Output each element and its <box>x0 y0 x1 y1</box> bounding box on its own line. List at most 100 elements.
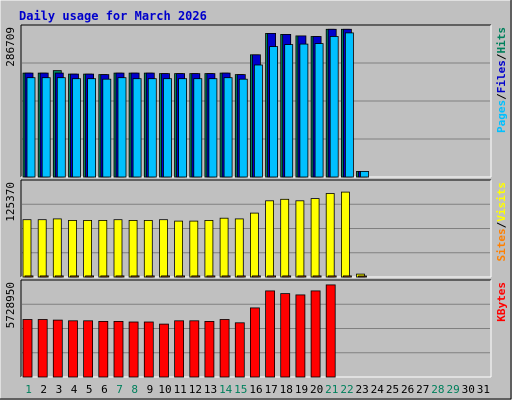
bar-visits-day-17 <box>265 200 275 278</box>
bar-kbytes-day-10 <box>159 323 169 378</box>
bar-sites-day-9 <box>145 275 155 278</box>
max-label-hits-files-pages: 286709 <box>4 27 17 67</box>
chart-panels: 286709 Pages/Files/Hits 125370 Sites/Visits… <box>4 24 508 378</box>
day-label-6: 6 <box>101 383 108 396</box>
bar-pages-day-6 <box>102 78 112 178</box>
bar-kbytes-day-21 <box>325 284 336 378</box>
day-label-16: 16 <box>249 383 262 396</box>
bar-sites-day-1 <box>24 275 34 278</box>
day-label-30: 30 <box>462 383 475 396</box>
bar-pages-day-11 <box>178 78 188 178</box>
bar-kbytes-day-18 <box>280 293 291 378</box>
bar-sites-day-19 <box>297 275 307 278</box>
bar-kbytes-day-17 <box>265 290 276 378</box>
panel-kbytes: 5728950 KBytes <box>4 279 508 378</box>
day-label-15: 15 <box>234 383 247 396</box>
bar-kbytes-day-8 <box>128 321 139 378</box>
bar-sites-day-13 <box>206 275 216 278</box>
bar-visits-day-6 <box>98 219 108 278</box>
bar-kbytes-day-14 <box>219 319 230 378</box>
bar-sites-day-10 <box>161 275 170 278</box>
bar-sites-day-22 <box>342 275 352 278</box>
bar-visits-day-13 <box>204 219 214 278</box>
bar-pages-day-17 <box>269 46 279 178</box>
bar-visits-day-10 <box>159 219 168 278</box>
day-label-12: 12 <box>189 383 202 396</box>
bar-pages-day-8 <box>132 78 142 178</box>
bar-pages-day-16 <box>253 64 263 178</box>
bar-sites-day-4 <box>70 275 79 278</box>
bar-visits-day-15 <box>234 218 244 278</box>
bar-visits-day-16 <box>249 212 259 278</box>
bar-kbytes-day-3 <box>52 319 63 378</box>
bar-visits-day-1 <box>22 219 32 278</box>
bar-visits-day-11 <box>174 220 184 278</box>
legend-item-kbytes: KBytes <box>495 282 508 322</box>
legend-hits-files-pages: Pages/Files/Hits <box>495 27 508 133</box>
bar-sites-day-18 <box>282 275 292 278</box>
day-axis: 1 2 3 4 5 6 7 8 9 10 11 12 13 14 15 16 17 18 19 20 21 22 23 24 2… <box>25 383 490 396</box>
bar-pages-day-19 <box>299 43 309 178</box>
bar-pages-day-23 <box>360 170 369 178</box>
day-label-7: 7 <box>116 383 123 396</box>
bar-visits-day-2 <box>37 219 47 278</box>
bar-kbytes-day-9 <box>143 321 154 378</box>
panel-visits-sites: 125370 Sites/Visits <box>4 179 508 278</box>
legend-separator: / <box>495 93 508 100</box>
max-label-visits-sites: 125370 <box>4 182 17 222</box>
bar-kbytes-day-4 <box>68 320 78 378</box>
day-label-14: 14 <box>219 383 233 396</box>
bar-sites-day-14 <box>221 275 231 278</box>
day-label-27: 27 <box>416 383 429 396</box>
bar-kbytes-day-16 <box>249 307 260 378</box>
day-label-5: 5 <box>86 383 93 396</box>
bar-sites-day-2 <box>39 275 49 278</box>
bar-kbytes-day-1 <box>22 319 33 378</box>
bar-kbytes-day-5 <box>83 320 93 378</box>
bar-sites-day-17 <box>267 275 277 278</box>
bar-pages-day-21 <box>329 36 339 178</box>
bar-visits-day-22 <box>340 191 350 278</box>
bar-sites-day-6 <box>100 275 110 278</box>
bar-pages-day-4 <box>72 78 81 178</box>
legend-visits-sites: Sites/Visits <box>495 182 508 262</box>
bar-pages-day-5 <box>87 78 96 178</box>
panel-hits-files-pages: 286709 Pages/Files/Hits <box>4 24 508 178</box>
bar-kbytes-day-13 <box>204 320 215 378</box>
day-label-9: 9 <box>147 383 154 396</box>
bar-pages-day-12 <box>193 78 203 178</box>
bar-visits-day-18 <box>280 198 290 278</box>
bar-visits-day-4 <box>68 219 77 278</box>
bar-sites-day-3 <box>54 275 64 278</box>
day-label-28: 28 <box>431 383 444 396</box>
legend-item-pages: Pages <box>495 100 508 133</box>
bar-visits-day-12 <box>189 220 199 278</box>
bar-kbytes-day-19 <box>295 294 306 378</box>
day-label-25: 25 <box>386 383 399 396</box>
bar-kbytes-day-2 <box>37 319 48 378</box>
bar-visits-day-8 <box>128 219 138 278</box>
bar-kbytes-day-7 <box>113 320 124 378</box>
bar-kbytes-day-20 <box>310 290 321 378</box>
bar-visits-day-5 <box>83 219 92 278</box>
bar-pages-day-20 <box>314 43 324 178</box>
bar-sites-day-7 <box>115 275 125 278</box>
day-label-3: 3 <box>56 383 63 396</box>
day-label-21: 21 <box>325 383 338 396</box>
bar-pages-day-13 <box>208 78 218 178</box>
bar-kbytes-day-12 <box>189 320 200 378</box>
bar-sites-day-15 <box>236 275 246 278</box>
bar-sites-day-23 <box>358 275 367 278</box>
day-label-17: 17 <box>265 383 278 396</box>
bar-pages-day-2 <box>41 77 51 178</box>
max-label-kbytes: 5728950 <box>4 282 17 328</box>
day-label-22: 22 <box>340 383 353 396</box>
legend-separator: / <box>495 221 508 228</box>
bar-visits-day-14 <box>219 217 229 278</box>
day-label-29: 29 <box>446 383 459 396</box>
bar-sites-day-11 <box>176 275 186 278</box>
bar-visits-day-7 <box>113 219 123 278</box>
day-label-1: 1 <box>25 383 32 396</box>
